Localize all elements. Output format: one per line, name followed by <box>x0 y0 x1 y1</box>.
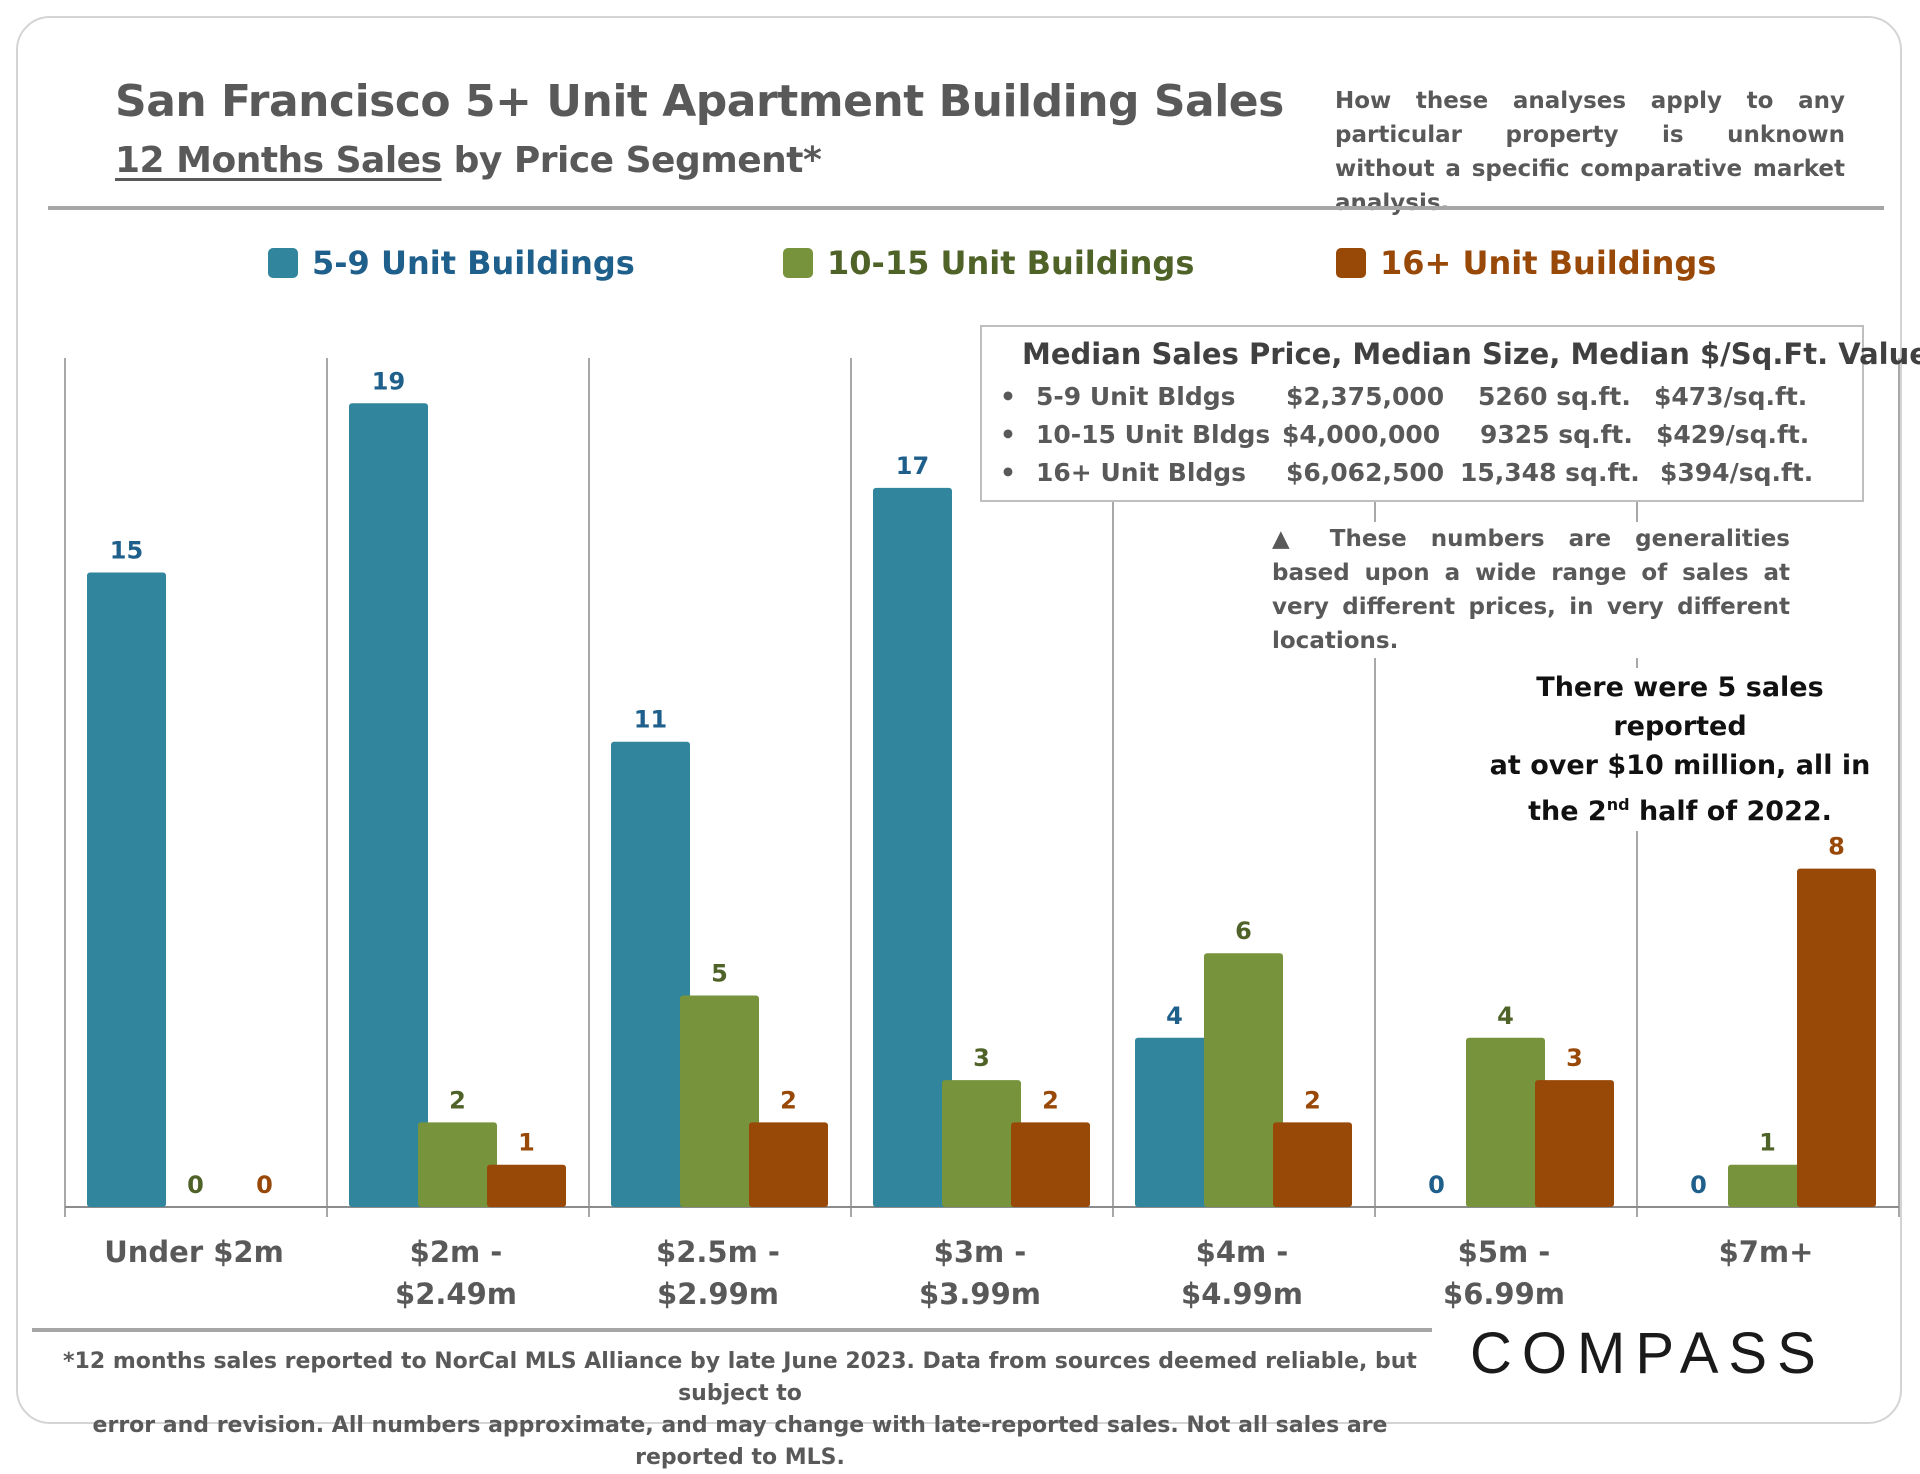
bar <box>87 572 166 1207</box>
x-tick-label: Under $2m <box>104 1235 284 1269</box>
stats-price: $2,375,000 <box>1286 382 1445 411</box>
callout-text: the 2 <box>1528 796 1607 827</box>
stats-bullet: • <box>1000 382 1016 411</box>
x-tick-label: $2m - <box>410 1235 503 1269</box>
data-label: 4 <box>1166 1002 1183 1030</box>
bar <box>1135 1037 1214 1207</box>
x-tick-label: $2.49m <box>395 1277 517 1311</box>
data-label: 19 <box>372 367 405 395</box>
data-label: 2 <box>780 1086 797 1114</box>
x-tick-label: $6.99m <box>1443 1277 1565 1311</box>
stats-price: $4,000,000 <box>1282 420 1441 449</box>
subtitle-underlined: 12 Months Sales <box>115 140 442 181</box>
bar <box>1466 1037 1545 1207</box>
data-label: 1 <box>518 1129 535 1157</box>
legend-item-16-plus: 16+ Unit Buildings <box>1336 244 1716 282</box>
legend-item-10-15: 10-15 Unit Buildings <box>783 244 1194 282</box>
data-label: 11 <box>634 706 667 734</box>
legend-item-5-9: 5-9 Unit Buildings <box>268 244 635 282</box>
header-divider <box>48 206 1884 210</box>
stats-ppsf: $394/sq.ft. <box>1660 458 1814 487</box>
data-label: 2 <box>449 1086 466 1114</box>
x-tick-label: $3.99m <box>919 1277 1041 1311</box>
data-label: 17 <box>896 452 929 480</box>
legend-swatch-10-15 <box>783 248 813 278</box>
chart-title: San Francisco 5+ Unit Apartment Building… <box>115 76 1284 127</box>
bar <box>1728 1164 1807 1207</box>
data-label: 0 <box>1690 1171 1707 1199</box>
legend-swatch-16-plus <box>1336 248 1366 278</box>
bar <box>749 1122 828 1207</box>
x-tick-label: $7m+ <box>1719 1235 1814 1269</box>
footnote-line: error and revision. All numbers approxim… <box>92 1413 1388 1470</box>
bar <box>611 741 690 1207</box>
data-label: 3 <box>1566 1044 1583 1072</box>
bar <box>942 1080 1021 1207</box>
bar <box>1204 953 1283 1207</box>
footnote: *12 months sales reported to NorCal MLS … <box>40 1346 1440 1474</box>
x-tick-label: $2.99m <box>657 1277 779 1311</box>
stats-heading: Median Sales Price, Median Size, Median … <box>1022 337 1920 371</box>
generalities-note: ▲ These numbers are generalities based u… <box>1272 522 1790 658</box>
footnote-line: *12 months sales reported to NorCal MLS … <box>63 1349 1417 1406</box>
bar <box>680 995 759 1207</box>
bar <box>487 1164 566 1207</box>
median-stats-box: Median Sales Price, Median Size, Median … <box>980 325 1920 502</box>
bar <box>1535 1080 1614 1207</box>
x-tick-label: $2.5m - <box>656 1235 780 1269</box>
data-label: 0 <box>187 1171 204 1199</box>
bar-chart: 15 19 11 17 4 0 0 0 2 5 3 6 4 1 0 1 2 2 2 3 8 Under $2m $2m - $… <box>64 358 1900 1311</box>
legend-label-5-9: 5-9 Unit Buildings <box>312 244 635 282</box>
x-tick-label: $3m - <box>934 1235 1027 1269</box>
data-label: 0 <box>1428 1171 1445 1199</box>
data-label: 2 <box>1042 1086 1059 1114</box>
disclaimer-text: How these analyses apply to any particul… <box>1335 88 1845 216</box>
callout-line: There were 5 sales reported <box>1536 672 1824 742</box>
data-label: 4 <box>1497 1002 1514 1030</box>
legend-label-10-15: 10-15 Unit Buildings <box>827 244 1195 282</box>
bar <box>873 487 952 1207</box>
callout-superscript: nd <box>1606 795 1630 814</box>
bar <box>349 403 428 1207</box>
stats-bullet: • <box>1000 458 1016 487</box>
stats-bullet: • <box>1000 420 1016 449</box>
data-label: 15 <box>110 537 143 565</box>
callout-text: half of 2022. <box>1629 796 1832 827</box>
data-label: 0 <box>256 1171 273 1199</box>
x-tick-label: $4.99m <box>1181 1277 1303 1311</box>
stats-ppsf: $473/sq.ft. <box>1654 382 1808 411</box>
stats-size: 15,348 sq.ft. <box>1460 458 1640 487</box>
legend-label-16-plus: 16+ Unit Buildings <box>1380 244 1717 282</box>
bar <box>418 1122 497 1207</box>
data-label: 2 <box>1304 1086 1321 1114</box>
stats-price: $6,062,500 <box>1286 458 1445 487</box>
stats-size: 5260 sq.ft. <box>1478 382 1631 411</box>
subtitle-rest: by Price Segment* <box>441 140 822 181</box>
bar <box>1273 1122 1352 1207</box>
stats-type: 5-9 Unit Bldgs <box>1036 382 1236 411</box>
bar <box>1011 1122 1090 1207</box>
footer-divider <box>32 1328 1432 1332</box>
stats-type: 16+ Unit Bldgs <box>1036 458 1247 487</box>
data-label: 1 <box>1759 1129 1776 1157</box>
callout-line: at over $10 million, all in <box>1489 750 1871 781</box>
stats-type: 10-15 Unit Bldgs <box>1036 420 1271 449</box>
compass-logo: COMPASS <box>1470 1321 1826 1386</box>
callout-line: the 2nd half of 2022. <box>1470 785 1890 831</box>
chart-subtitle: 12 Months Sales by Price Segment* <box>115 140 822 181</box>
data-label: 8 <box>1828 833 1845 861</box>
x-tick-label: $5m - <box>1458 1235 1551 1269</box>
over-10m-callout: There were 5 sales reported at over $10 … <box>1470 668 1890 831</box>
data-label: 3 <box>973 1044 990 1072</box>
legend-swatch-5-9 <box>268 248 298 278</box>
stats-size: 9325 sq.ft. <box>1480 420 1633 449</box>
bar <box>1797 868 1876 1207</box>
data-label: 6 <box>1235 917 1252 945</box>
data-label: 5 <box>711 960 728 988</box>
x-tick-label: $4m - <box>1196 1235 1289 1269</box>
stats-ppsf: $429/sq.ft. <box>1656 420 1810 449</box>
